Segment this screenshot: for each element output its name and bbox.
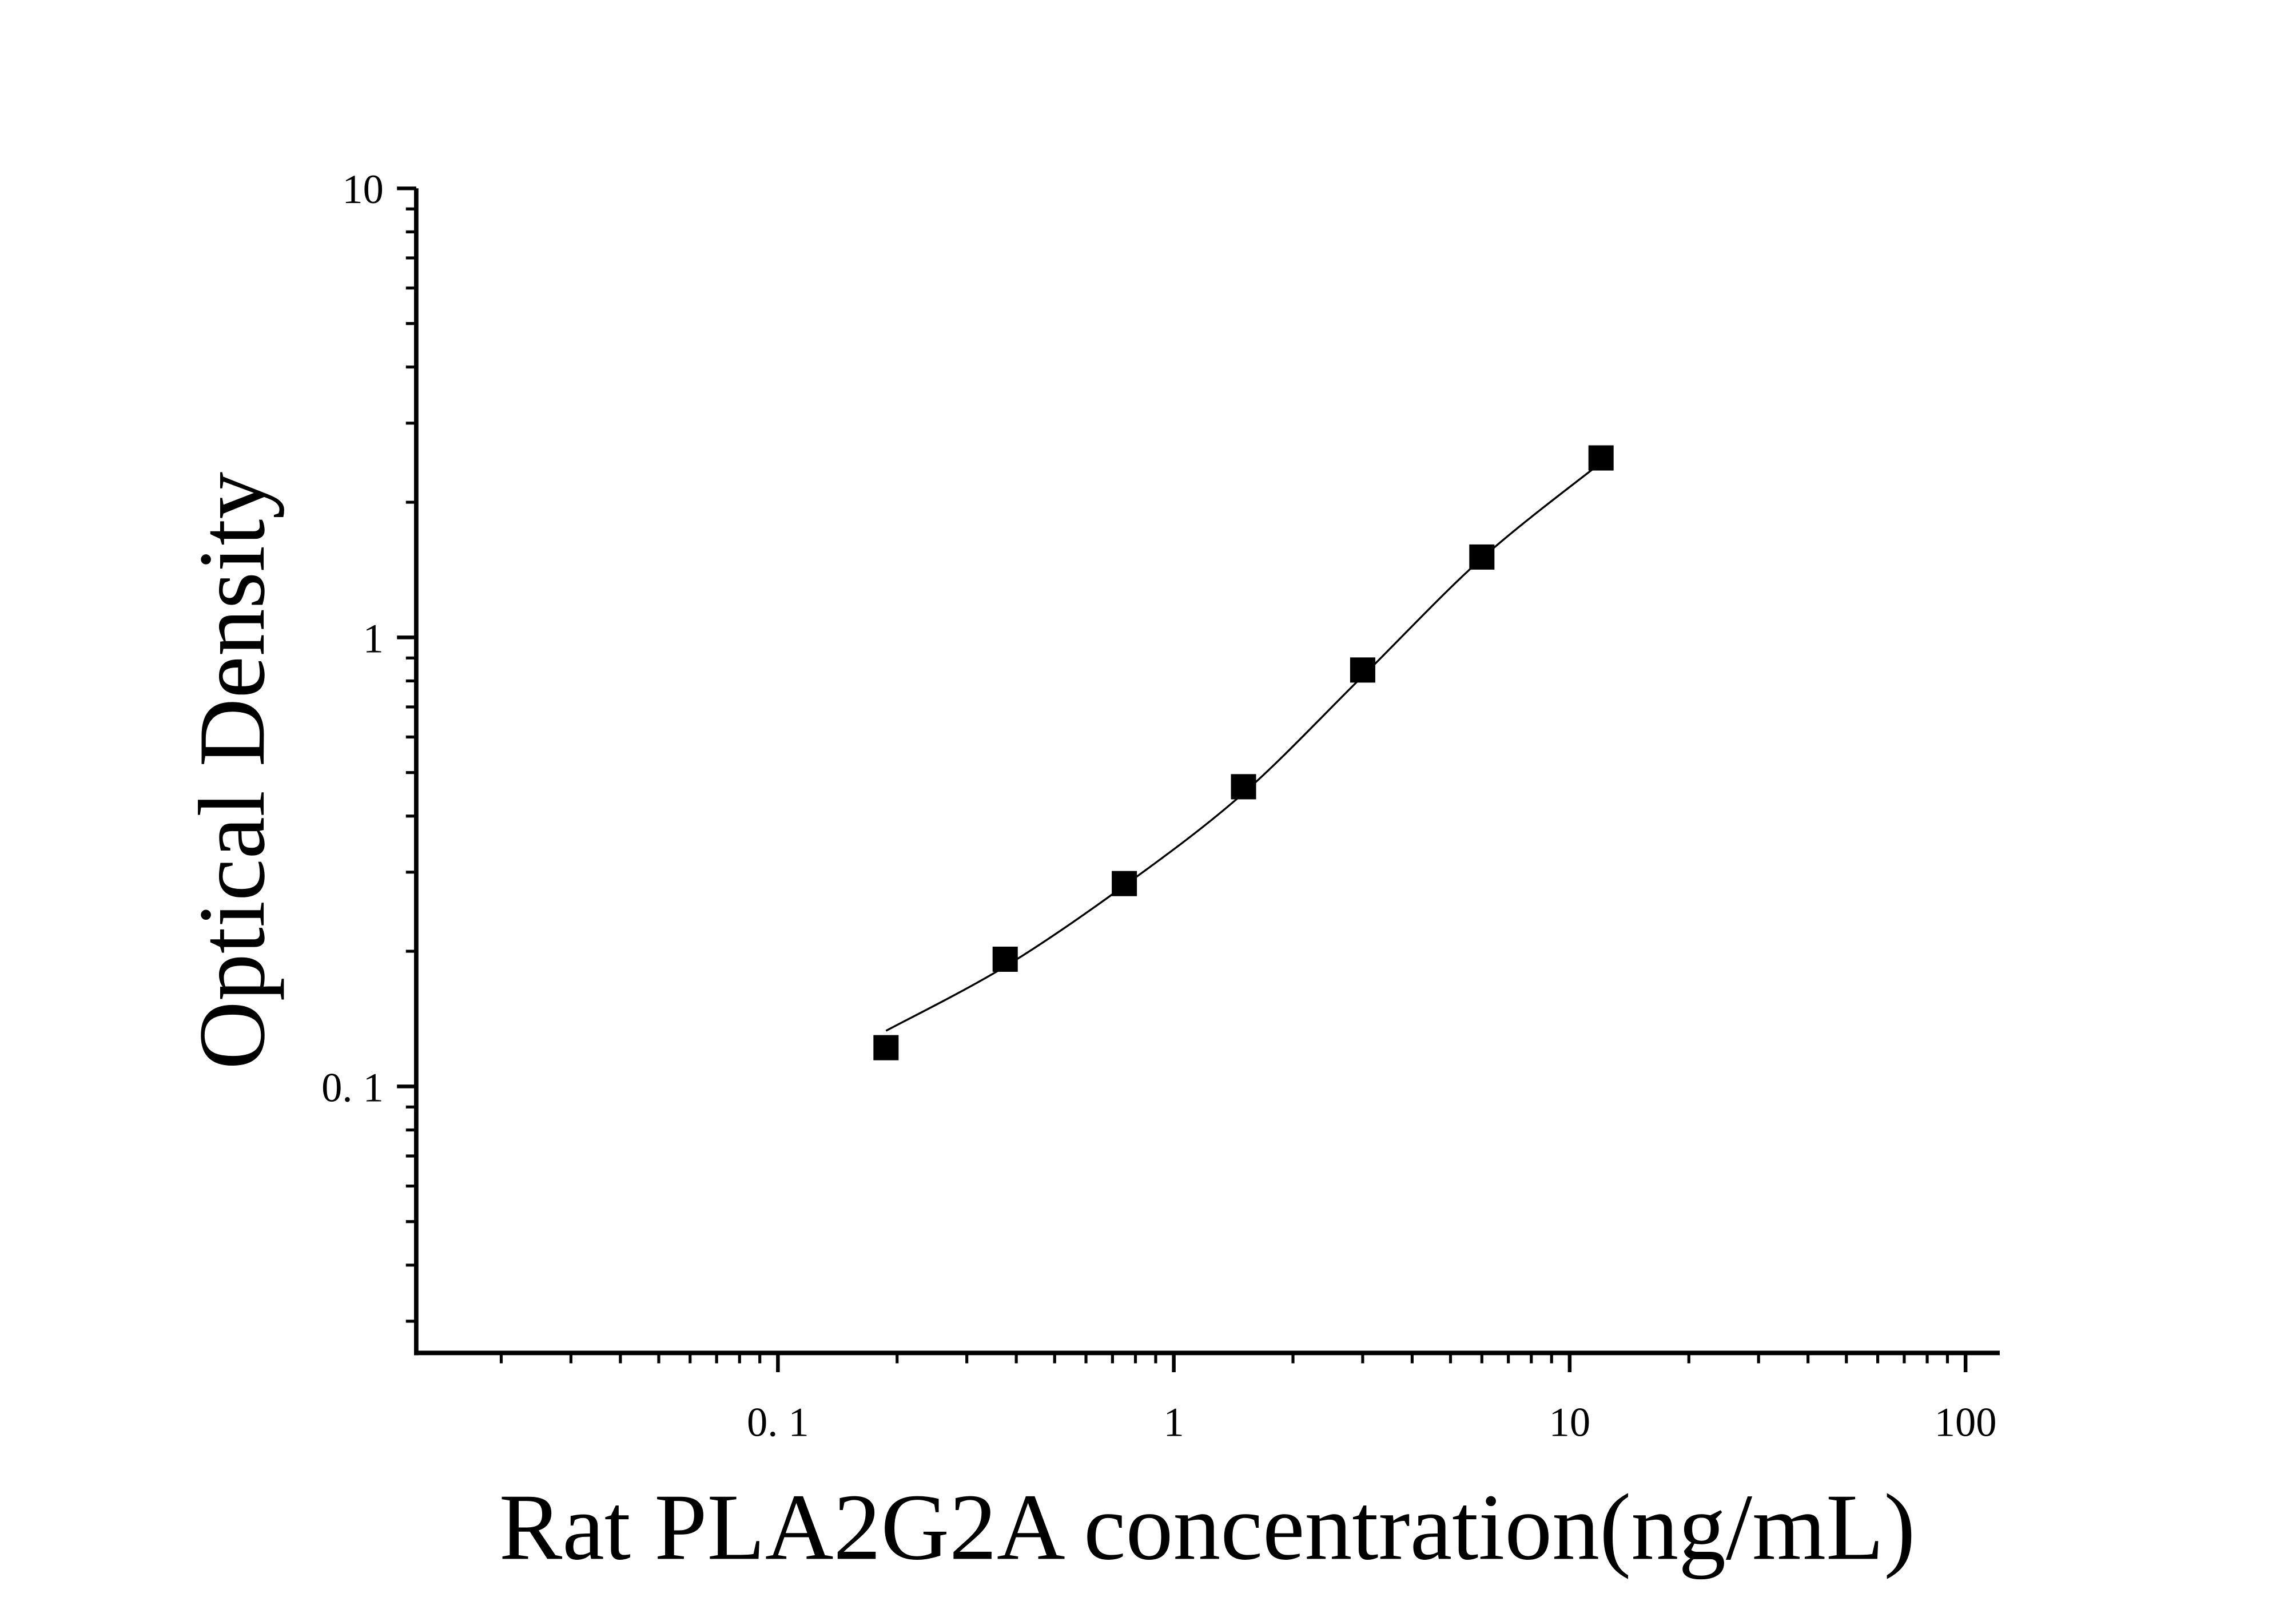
data-point bbox=[1588, 445, 1614, 471]
x-tick-label: 10 bbox=[1549, 1399, 1591, 1445]
data-point bbox=[1469, 544, 1495, 570]
y-axis-title: Optical Density bbox=[179, 472, 284, 1070]
data-point bbox=[1112, 871, 1137, 896]
data-point bbox=[1231, 774, 1256, 800]
x-axis-title: Rat PLA2G2A concentration(ng/mL) bbox=[499, 1474, 1916, 1579]
x-tick-label: 0. 1 bbox=[747, 1399, 809, 1445]
data-point bbox=[992, 946, 1018, 972]
x-tick-label: 1 bbox=[1163, 1399, 1184, 1445]
y-tick-label: 10 bbox=[342, 166, 384, 212]
data-point bbox=[873, 1035, 899, 1060]
data-point bbox=[1350, 657, 1375, 683]
y-tick-label: 0. 1 bbox=[321, 1064, 384, 1110]
y-tick-label: 1 bbox=[363, 615, 384, 661]
x-tick-label: 100 bbox=[1935, 1399, 1997, 1445]
